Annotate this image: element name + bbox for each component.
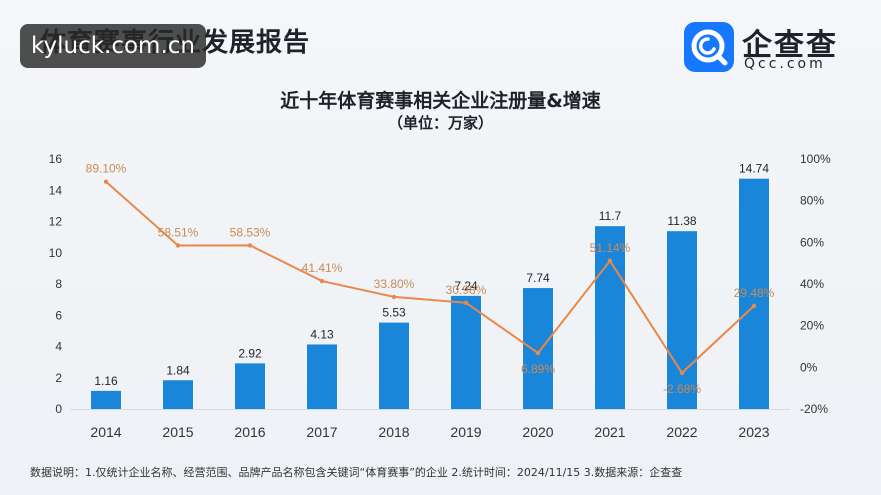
y2-tick-label: -20%: [800, 402, 828, 416]
y-tick-label: 14: [49, 183, 63, 197]
growth-rate-point: [319, 278, 325, 284]
y2-tick-label: 60%: [800, 235, 824, 249]
bar-data-label: 1.16: [94, 374, 118, 388]
x-tick-label: 2018: [378, 424, 409, 440]
x-tick-label: 2022: [666, 424, 697, 440]
growth-rate-label: 29.48%: [734, 286, 775, 300]
x-tick-label: 2019: [450, 424, 481, 440]
x-tick-label: 2017: [306, 424, 337, 440]
y-tick-label: 2: [55, 371, 62, 385]
y-tick-label: 12: [49, 215, 63, 229]
growth-rate-label: 30.98%: [446, 283, 487, 297]
growth-rate-label: 58.51%: [158, 225, 199, 239]
growth-rate-label: 89.10%: [86, 162, 127, 176]
growth-rate-label: 51.14%: [590, 241, 631, 255]
bar: [667, 231, 697, 409]
y-tick-label: 4: [55, 340, 62, 354]
bar: [235, 363, 265, 409]
y2-tick-label: 40%: [800, 277, 824, 291]
logo-name: 企查查: [742, 28, 838, 63]
bar-data-label: 5.53: [382, 306, 406, 320]
x-tick-label: 2021: [594, 424, 625, 440]
logo-domain: Qcc.com: [744, 56, 826, 72]
bar: [739, 178, 769, 409]
bar-data-label: 2.92: [238, 346, 262, 360]
bar: [91, 390, 121, 409]
y-tick-label: 16: [49, 152, 63, 166]
bar-data-label: 4.13: [310, 327, 334, 341]
bar-data-label: 14.74: [739, 162, 769, 176]
growth-rate-label: 41.41%: [302, 261, 343, 275]
x-tick-label: 2015: [162, 424, 193, 440]
y-tick-label: 0: [55, 402, 62, 416]
y2-tick-label: 20%: [800, 319, 824, 333]
qcc-logo-icon: [684, 22, 734, 72]
x-tick-label: 2016: [234, 424, 265, 440]
growth-rate-point: [247, 243, 253, 248]
bar-data-label: 11.38: [667, 214, 696, 228]
y-tick-label: 10: [49, 246, 63, 260]
bar: [163, 380, 193, 409]
growth-rate-point: [391, 294, 397, 300]
y-tick-label: 8: [55, 277, 62, 291]
growth-rate-point: [679, 370, 685, 376]
bar-data-label: 11.7: [599, 209, 622, 223]
growth-rate-point: [751, 303, 757, 309]
growth-rate-label: -2.68%: [663, 382, 701, 396]
growth-rate-point: [535, 350, 541, 356]
footnote: 数据说明：1.仅统计企业名称、经营范围、品牌产品名称包含关键词“体育赛事”的企业…: [30, 466, 683, 479]
watermark: kyluck.com.cn: [20, 24, 206, 68]
bar: [451, 295, 481, 409]
growth-rate-point: [607, 258, 613, 263]
bar: [523, 288, 553, 409]
chart-subtitle: （单位：万家）: [387, 114, 493, 132]
growth-rate-label: 33.80%: [374, 277, 415, 291]
chart-title: 近十年体育赛事相关企业注册量&增速: [280, 90, 601, 112]
x-tick-label: 2014: [90, 424, 121, 440]
x-tick-label: 2023: [738, 424, 769, 440]
y2-tick-label: 0%: [800, 360, 818, 374]
growth-rate-point: [175, 243, 181, 248]
bar: [307, 344, 337, 409]
x-tick-label: 2020: [522, 424, 553, 440]
growth-rate-line: [105, 180, 755, 375]
growth-rate-label: 6.89%: [521, 362, 555, 376]
bar-data-label: 7.24: [454, 279, 478, 293]
bar-data-label: 1.84: [166, 363, 190, 377]
bar-data-label: 7.74: [526, 271, 550, 285]
growth-rate-label: 58.53%: [230, 225, 271, 239]
y-tick-label: 6: [55, 308, 62, 322]
growth-rate-point: [103, 179, 109, 184]
qcc-logo: 企查查 Qcc.com: [684, 22, 864, 76]
y2-tick-label: 80%: [800, 194, 824, 208]
growth-rate-point: [463, 300, 469, 305]
bar: [379, 322, 409, 409]
y2-tick-label: 100%: [800, 152, 831, 166]
bar: [595, 226, 625, 409]
